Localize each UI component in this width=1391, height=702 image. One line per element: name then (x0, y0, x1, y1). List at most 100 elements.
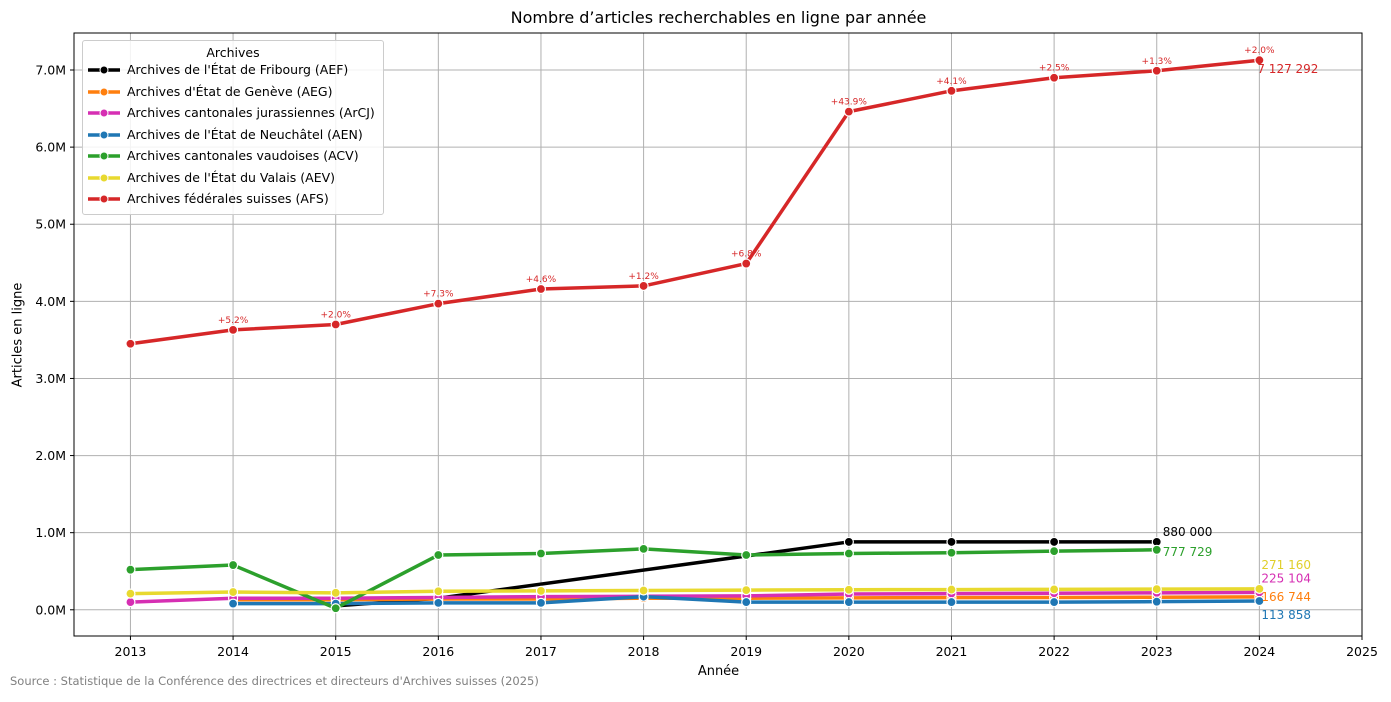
data-point (433, 298, 444, 309)
data-point (125, 596, 136, 608)
data-point (946, 547, 957, 558)
y-tick-label: 2.0M (35, 448, 66, 463)
y-tick-label: 7.0M (35, 63, 66, 78)
legend-swatch (88, 87, 120, 96)
pct-change-label: +1.2% (628, 272, 659, 282)
legend-swatch (88, 194, 120, 204)
x-tick-label: 2013 (115, 644, 147, 659)
x-tick-label: 2019 (730, 644, 762, 659)
data-point (535, 585, 547, 596)
data-point (843, 596, 854, 608)
data-point (741, 585, 752, 596)
legend-swatch (88, 173, 120, 182)
x-tick-label: 2025 (1346, 644, 1378, 659)
pct-change-label: +2.0% (1244, 46, 1275, 56)
x-tick-label: 2021 (936, 644, 968, 659)
data-point (1151, 596, 1162, 607)
legend-title: Archives (206, 45, 260, 60)
pct-change-label: +7.3% (423, 290, 454, 300)
data-point (741, 549, 752, 561)
legend-label: Archives cantonales jurassiennes (ArCJ) (127, 105, 375, 120)
legend: Archives Archives de l'État de Fribourg … (82, 40, 384, 215)
legend-label: Archives de l'État de Fribourg (AEF) (127, 62, 349, 77)
data-point (330, 587, 341, 598)
series-line (128, 58, 1262, 346)
legend-swatch (88, 65, 120, 75)
data-point (227, 598, 239, 609)
end-value-label: 225 104 (1261, 571, 1311, 585)
legend-item: Archives cantonales vaudoises (ACV) (83, 146, 383, 168)
legend-swatch (88, 151, 120, 161)
data-point (1049, 536, 1060, 548)
x-tick-label: 2015 (320, 644, 352, 659)
x-tick-label: 2016 (422, 644, 454, 659)
legend-item: Archives cantonales jurassiennes (ArCJ) (83, 103, 383, 125)
end-value-label: 166 744 (1261, 590, 1311, 604)
data-point (330, 319, 341, 330)
legend-items: Archives de l'État de Fribourg (AEF) Arch… (83, 60, 383, 211)
pct-change-label: +6.8% (731, 250, 762, 260)
data-point (741, 596, 752, 608)
data-point (433, 586, 444, 597)
legend-label: Archives de l'État de Neuchâtel (AEN) (127, 126, 363, 142)
pct-change-label: +2.5% (1039, 64, 1070, 74)
series-line (128, 590, 1262, 604)
end-value-label: 113 858 (1261, 608, 1311, 622)
series (125, 55, 1265, 349)
data-point (638, 585, 649, 596)
chart-title: Nombre d’articles recherchables en ligne… (510, 8, 927, 27)
legend-item: Archives de l'État du Valais (AEV) (83, 168, 383, 190)
y-tick-label: 0.0M (35, 602, 66, 617)
end-value-label: 7 127 292 (1257, 62, 1318, 76)
data-point (946, 584, 957, 595)
x-tick-label: 2014 (217, 644, 249, 659)
legend-label: Archives de l'État du Valais (AEV) (127, 169, 336, 185)
data-point (227, 559, 239, 571)
end-value-label: 777 729 (1163, 545, 1213, 559)
x-tick-label: 2023 (1141, 644, 1173, 659)
axes: 2013 2014 2015 2016 2017 2018 2019 2020 2021 2022… (35, 63, 1378, 659)
data-point (741, 258, 752, 269)
x-tick-label: 2020 (833, 644, 865, 659)
data-point (1049, 584, 1060, 595)
data-point (125, 338, 136, 349)
pct-change-label: +5.2% (218, 316, 249, 326)
data-point (946, 85, 957, 96)
data-point (1151, 584, 1162, 595)
data-point (1151, 65, 1162, 76)
data-point (433, 597, 444, 608)
data-point (946, 536, 957, 548)
end-value-label: 880 000 (1163, 525, 1213, 539)
data-point (1254, 583, 1265, 594)
data-point (125, 564, 136, 575)
data-point (535, 548, 547, 559)
pct-change-label: +43.9% (831, 98, 868, 108)
data-point (1049, 546, 1060, 557)
data-point (1254, 55, 1265, 66)
y-tick-label: 4.0M (35, 294, 66, 309)
legend-item: Archives de l'État de Neuchâtel (AEN) (83, 125, 383, 147)
y-tick-label: 1.0M (35, 525, 66, 540)
y-tick-label: 5.0M (35, 217, 66, 232)
data-point (638, 280, 649, 292)
source-note: Source : Statistique de la Conférence de… (10, 674, 539, 688)
data-point (1151, 544, 1162, 555)
x-tick-label: 2024 (1243, 644, 1275, 659)
series-group (125, 55, 1265, 614)
data-point (843, 536, 854, 548)
data-point (433, 549, 444, 561)
data-point (638, 543, 649, 554)
data-point (125, 588, 136, 599)
data-point (330, 603, 341, 614)
x-tick-label: 2022 (1038, 644, 1070, 659)
x-axis-label: Année (697, 664, 740, 679)
data-point (843, 548, 854, 559)
pct-change-label: +4.1% (936, 77, 967, 87)
end-value-label: 271 160 (1261, 558, 1311, 572)
data-point (535, 283, 547, 295)
pct-change-label: +1.3% (1142, 57, 1173, 67)
data-point (535, 597, 547, 608)
data-point (1049, 596, 1060, 608)
